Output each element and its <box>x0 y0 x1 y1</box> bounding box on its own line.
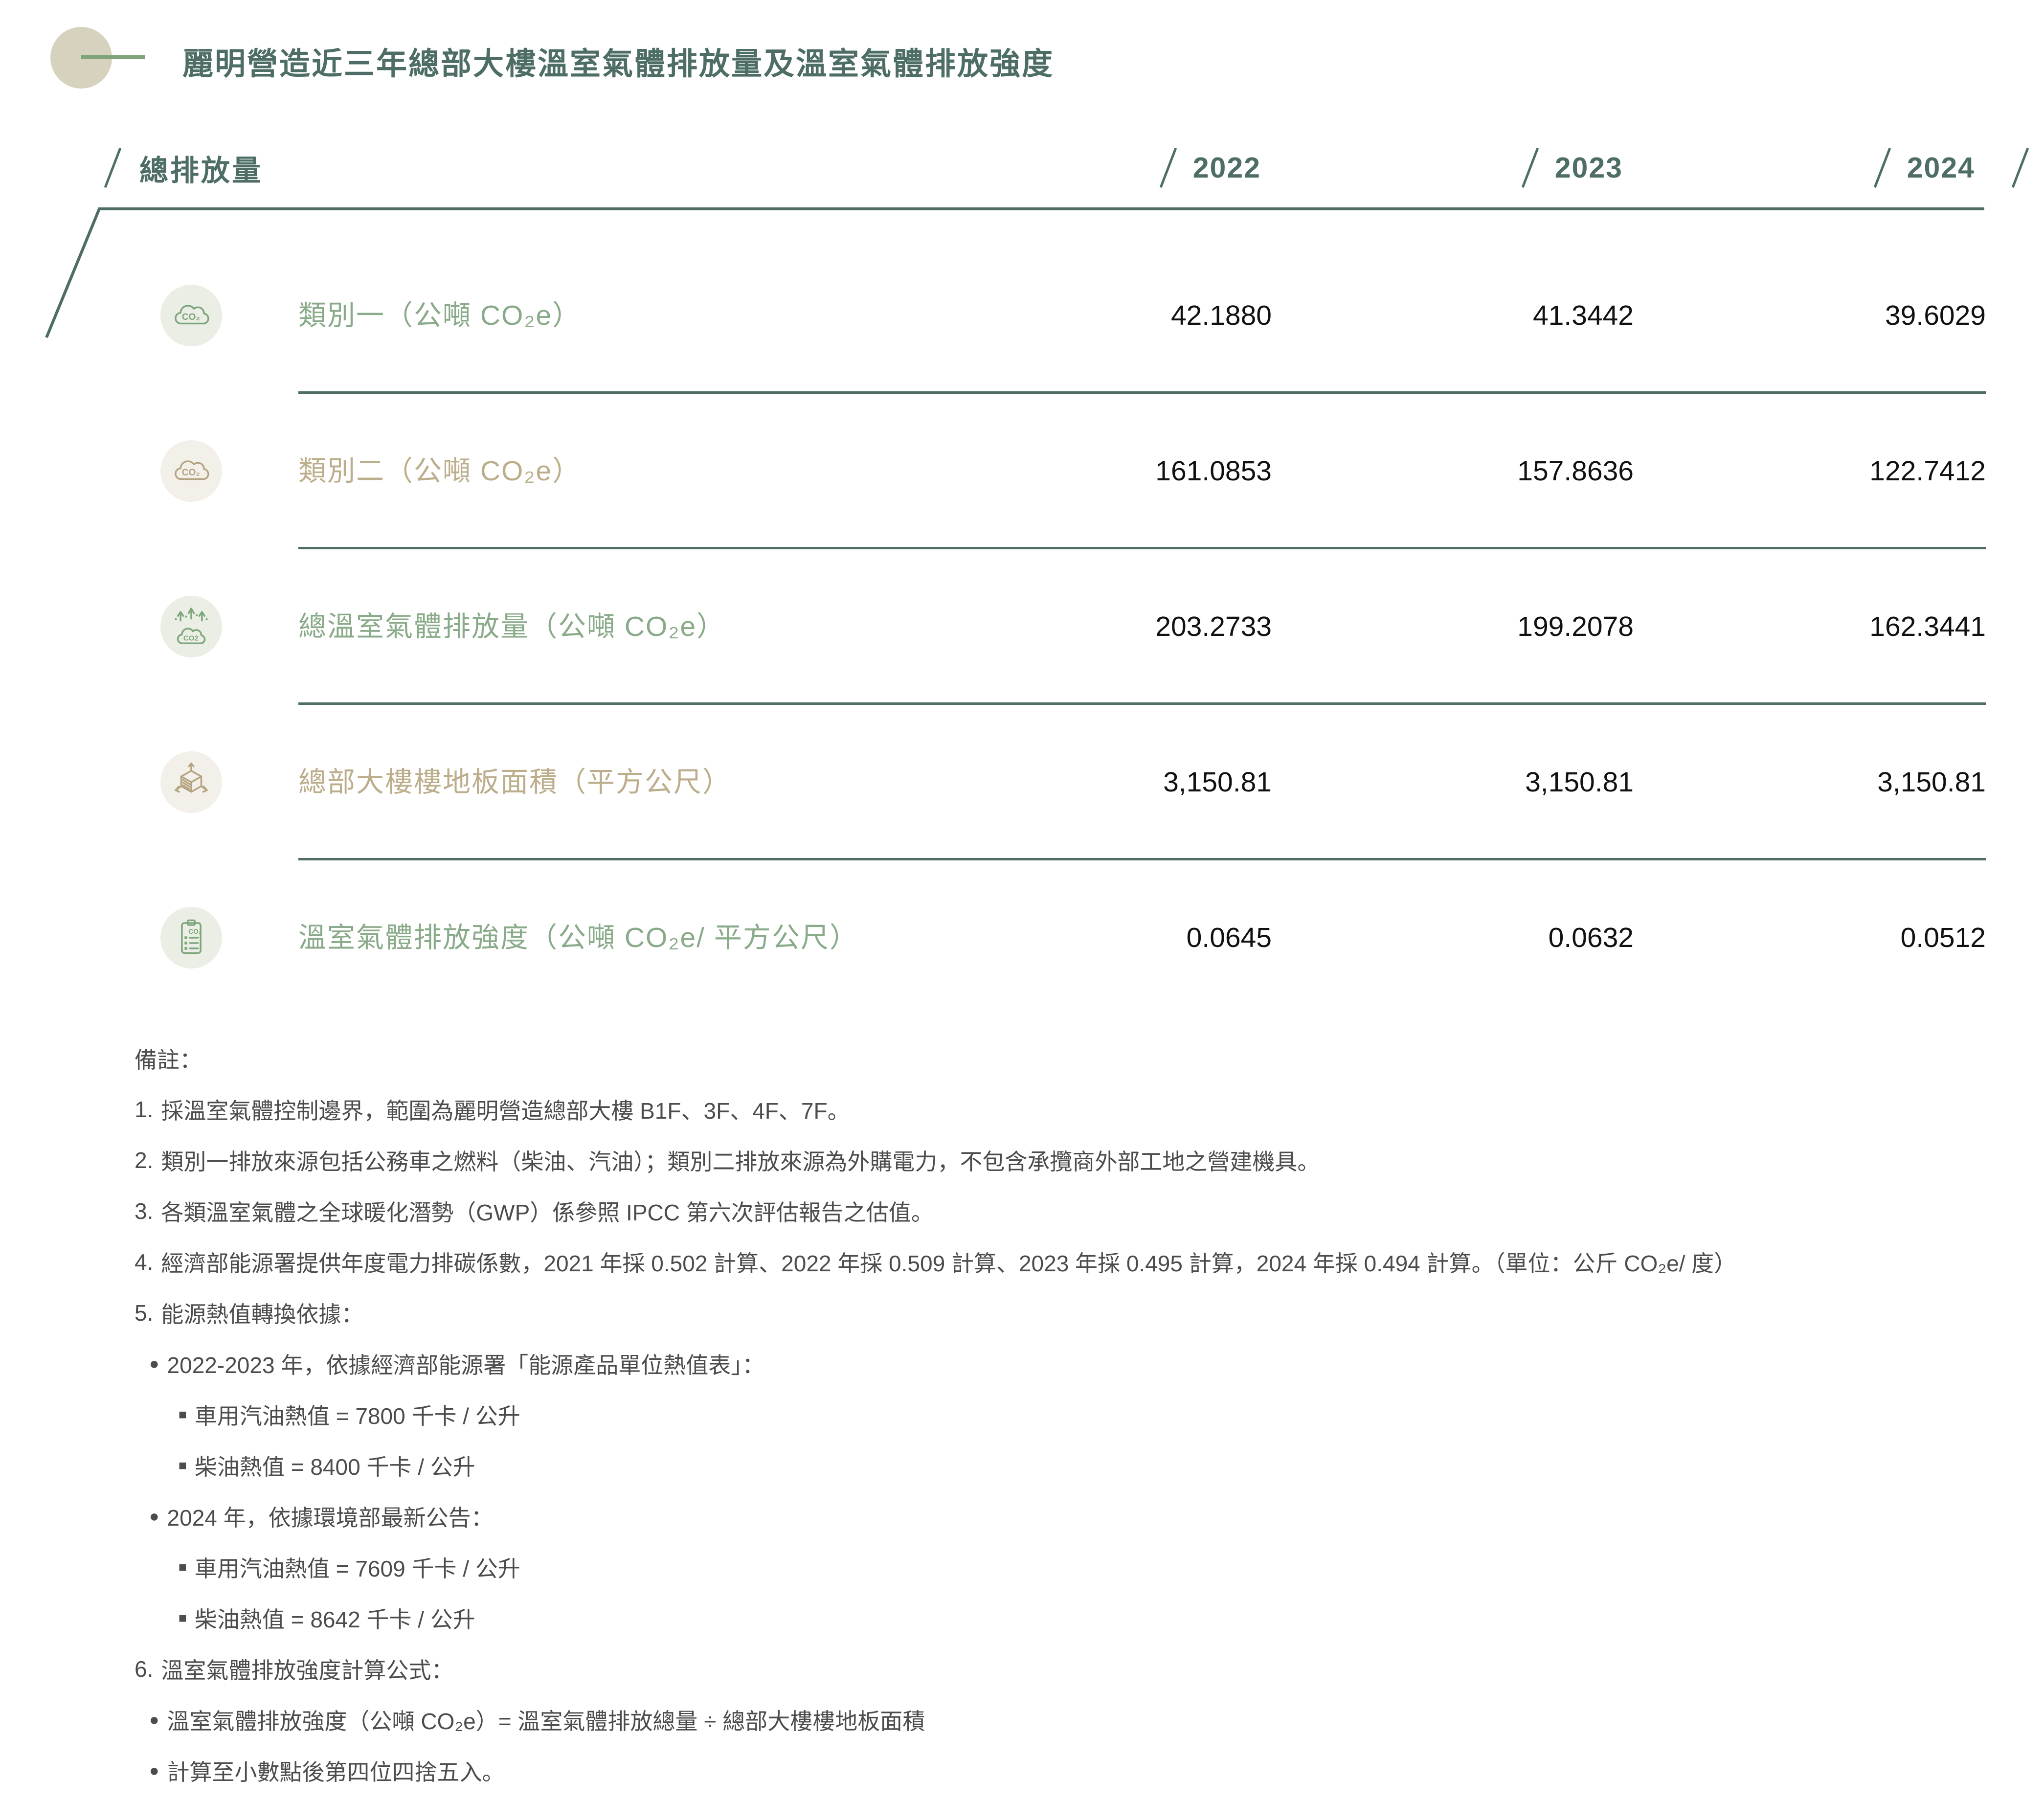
row-separator <box>298 391 1986 394</box>
value-2024: 0.0512 <box>1900 922 1986 953</box>
year-label: 2022 <box>1192 152 1261 184</box>
ghg-intensity-report-icon: CO₂ <box>160 907 222 969</box>
bullet-circle-icon: ● <box>149 1761 159 1780</box>
note-line: ■ 車用汽油熱值 = 7800 千卡 / 公升 <box>135 1389 2022 1440</box>
note-marker: 4. <box>135 1249 154 1275</box>
bullet-circle-icon: ● <box>149 1710 159 1729</box>
note-line: ● 溫室氣體排放強度（公噸 CO₂e）= 溫室氣體排放總量 ÷ 總部大樓樓地板面… <box>135 1694 2022 1745</box>
table-header-left: 總排放量 <box>104 141 263 195</box>
note-text: 溫室氣體排放強度（公噸 CO₂e）= 溫室氣體排放總量 ÷ 總部大樓樓地板面積 <box>167 1709 925 1734</box>
note-text: 採溫室氣體控制邊界，範圍為麗明營造總部大樓 B1F、3F、4F、7F。 <box>161 1098 850 1124</box>
co2-cloud-icon: CO₂ <box>160 440 222 502</box>
bullet-square-icon: ■ <box>179 1407 187 1422</box>
value-2022: 0.0645 <box>1186 922 1272 953</box>
note-text: 類別一排放來源包括公務車之燃料（柴油、汽油）；類別二排放來源為外購電力，不包含承… <box>161 1149 1320 1174</box>
note-line: ■ 車用汽油熱值 = 7609 千卡 / 公升 <box>135 1542 2022 1593</box>
table-row-scope1: CO₂ 類別一（公噸 CO₂e） 42.1880 41.3442 39.6029 <box>0 271 2044 360</box>
note-marker: 1. <box>135 1097 154 1122</box>
note-text: 經濟部能源署提供年度電力排碳係數，2021 年採 0.502 計算、2022 年… <box>161 1251 1737 1276</box>
section-label: 總排放量 <box>139 154 263 187</box>
svg-text:CO₂: CO₂ <box>182 312 200 322</box>
value-2022: 3,150.81 <box>1163 766 1272 798</box>
page-title: 麗明營造近三年總部大樓溫室氣體排放量及溫室氣體排放強度 <box>182 47 1054 81</box>
note-text: 能源熱值轉換依據： <box>161 1302 364 1327</box>
svg-text:CO₂: CO₂ <box>182 468 200 478</box>
header-trailing-slash-icon <box>2011 147 2029 188</box>
value-2022: 203.2733 <box>1155 611 1272 642</box>
note-text: 柴油熱值 = 8642 千卡 / 公升 <box>194 1607 475 1632</box>
bullet-circle-icon: ● <box>149 1507 159 1526</box>
note-line: 6. 溫室氣體排放強度計算公式： <box>135 1644 2022 1694</box>
svg-text:CO₂: CO₂ <box>188 928 202 935</box>
co2-cloud-icon: CO₂ <box>160 285 222 346</box>
note-line: ■ 柴油熱值 = 8642 千卡 / 公升 <box>135 1593 2022 1644</box>
row-label: 總溫室氣體排放量（公噸 CO₂e） <box>298 611 726 642</box>
slash-icon <box>104 147 122 188</box>
note-line: ■ 柴油熱值 = 8400 千卡 / 公升 <box>135 1440 2022 1491</box>
slash-icon <box>1873 147 1891 188</box>
floor-area-icon <box>160 751 222 813</box>
note-text: 2022-2023 年，依據經濟部能源署「能源產品單位熱值表」： <box>167 1352 765 1378</box>
value-2024: 3,150.81 <box>1877 766 1986 798</box>
year-label: 2024 <box>1907 152 1975 184</box>
value-2023: 157.8636 <box>1517 455 1634 487</box>
table-row-scope2: CO₂ 類別二（公噸 CO₂e） 161.0853 157.8636 122.7… <box>0 427 2044 515</box>
row-separator <box>298 858 1986 860</box>
year-header-2024: 2024 <box>1497 141 1986 195</box>
note-text: 計算至小數點後第四位四捨五入。 <box>167 1759 505 1785</box>
note-line: ● 計算至小數點後第四位四捨五入。 <box>135 1745 2022 1796</box>
note-text: 車用汽油熱值 = 7800 千卡 / 公升 <box>194 1403 520 1429</box>
row-label: 類別一（公噸 CO₂e） <box>298 300 582 331</box>
value-2023: 3,150.81 <box>1525 766 1634 798</box>
value-2022: 42.1880 <box>1170 300 1272 331</box>
year-header-2022: 2022 <box>783 141 1272 195</box>
notes-heading: 備註： <box>135 1033 2022 1084</box>
decorative-accent-line <box>81 55 145 59</box>
note-line: ● 2022-2023 年，依據經濟部能源署「能源產品單位熱值表」： <box>135 1338 2022 1389</box>
bullet-circle-icon: ● <box>149 1354 159 1373</box>
note-marker: 2. <box>135 1148 154 1173</box>
note-text: 各類溫室氣體之全球暖化潛勢（GWP）係參照 IPCC 第六次評估報告之估值。 <box>161 1200 934 1225</box>
table-row-ghg-intensity: CO₂ 溫室氣體排放強度（公噸 CO₂e/ 平方公尺） 0.0645 0.063… <box>0 894 2044 982</box>
value-2024: 162.3441 <box>1869 611 1986 642</box>
value-2024: 122.7412 <box>1869 455 1986 487</box>
row-label: 類別二（公噸 CO₂e） <box>298 455 582 487</box>
note-text: 2024 年，依據環境部最新公告： <box>167 1505 494 1531</box>
year-label: 2023 <box>1554 152 1623 184</box>
year-header-2023: 2023 <box>1145 141 1634 195</box>
notes-section: 備註： 1. 採溫室氣體控制邊界，範圍為麗明營造總部大樓 B1F、3F、4F、7… <box>135 1033 2022 1796</box>
value-2023: 0.0632 <box>1548 922 1634 953</box>
note-marker: 5. <box>135 1300 154 1326</box>
bullet-square-icon: ■ <box>179 1559 187 1575</box>
note-line: 1. 採溫室氣體控制邊界，範圍為麗明營造總部大樓 B1F、3F、4F、7F。 <box>135 1084 2022 1135</box>
row-label: 總部大樓樓地板面積（平方公尺） <box>298 766 731 798</box>
table-row-total-emissions: CO2 總溫室氣體排放量（公噸 CO₂e） 203.2733 199.2078 … <box>0 583 2044 671</box>
note-text: 溫室氣體排放強度計算公式： <box>161 1658 454 1683</box>
note-text: 柴油熱值 = 8400 千卡 / 公升 <box>194 1454 475 1480</box>
note-marker: 6. <box>135 1656 154 1682</box>
bullet-square-icon: ■ <box>179 1610 187 1625</box>
note-text: 車用汽油熱值 = 7609 千卡 / 公升 <box>194 1556 520 1581</box>
note-line: 2. 類別一排放來源包括公務車之燃料（柴油、汽油）；類別二排放來源為外購電力，不… <box>135 1135 2022 1186</box>
note-marker: 3. <box>135 1198 154 1224</box>
value-2022: 161.0853 <box>1155 455 1272 487</box>
co2-emissions-icon: CO2 <box>160 596 222 657</box>
note-line: 3. 各類溫室氣體之全球暖化潛勢（GWP）係參照 IPCC 第六次評估報告之估值… <box>135 1186 2022 1237</box>
note-line: 4. 經濟部能源署提供年度電力排碳係數，2021 年採 0.502 計算、202… <box>135 1237 2022 1287</box>
value-2023: 199.2078 <box>1517 611 1634 642</box>
bullet-square-icon: ■ <box>179 1458 187 1473</box>
row-separator <box>298 547 1986 549</box>
svg-text:CO2: CO2 <box>183 634 199 643</box>
note-line: ● 2024 年，依據環境部最新公告： <box>135 1491 2022 1542</box>
table-row-floor-area: 總部大樓樓地板面積（平方公尺） 3,150.81 3,150.81 3,150.… <box>0 738 2044 826</box>
row-separator <box>298 702 1986 705</box>
row-label: 溫室氣體排放強度（公噸 CO₂e/ 平方公尺） <box>298 922 858 953</box>
value-2024: 39.6029 <box>1885 300 1986 331</box>
note-text: 備註： <box>135 1047 202 1073</box>
note-line: 5. 能源熱值轉換依據： <box>135 1287 2022 1338</box>
value-2023: 41.3442 <box>1532 300 1634 331</box>
